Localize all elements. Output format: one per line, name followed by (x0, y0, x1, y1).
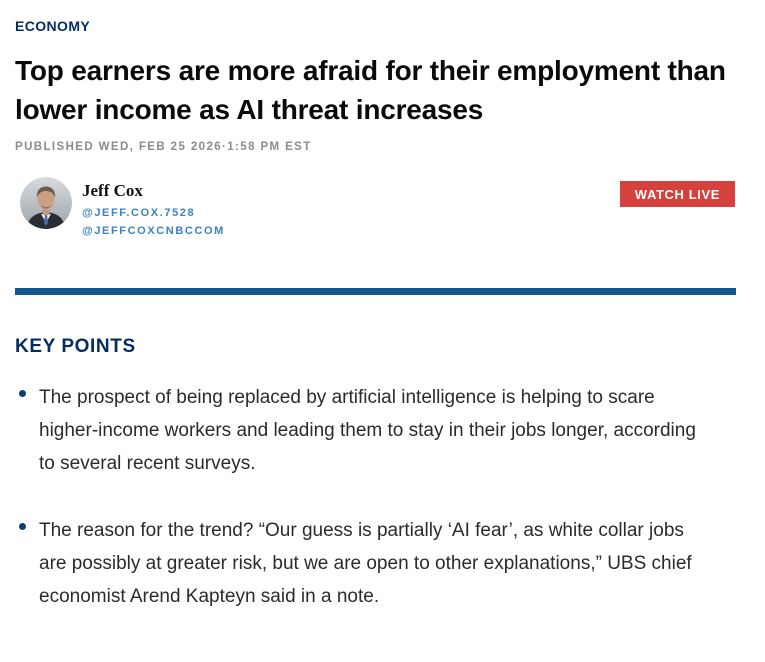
author-info: Jeff Cox @JEFF.COX.7528 @JEFFCOXCNBCCOM (82, 177, 225, 237)
bullet-icon (19, 390, 26, 397)
key-points-list: The prospect of being replaced by artifi… (15, 381, 743, 613)
author-avatar[interactable] (20, 177, 72, 229)
section-divider-bar (15, 288, 736, 295)
article-page: ECONOMY Top earners are more afraid for … (15, 18, 743, 613)
author-handle-secondary[interactable]: @JEFFCOXCNBCCOM (82, 225, 225, 237)
key-points-heading: KEY POINTS (15, 336, 136, 357)
key-point-text: The reason for the trend? “Our guess is … (39, 520, 692, 607)
author-portrait-icon (20, 177, 72, 229)
section-link-economy[interactable]: ECONOMY (15, 18, 91, 34)
author-byline-row: Jeff Cox @JEFF.COX.7528 @JEFFCOXCNBCCOM … (15, 177, 743, 237)
key-point-item: The prospect of being replaced by artifi… (15, 381, 715, 480)
key-point-item: The reason for the trend? “Our guess is … (15, 514, 715, 613)
watch-live-button[interactable]: WATCH LIVE (619, 181, 735, 207)
published-timestamp: PUBLISHED WED, FEB 25 2026·1:58 PM EST (15, 141, 312, 153)
author-name-link[interactable]: Jeff Cox (82, 181, 143, 200)
key-point-text: The prospect of being replaced by artifi… (39, 387, 696, 474)
bullet-icon (19, 523, 26, 530)
article-headline: Top earners are more afraid for their em… (15, 55, 726, 125)
author-handle-primary[interactable]: @JEFF.COX.7528 (82, 207, 196, 219)
